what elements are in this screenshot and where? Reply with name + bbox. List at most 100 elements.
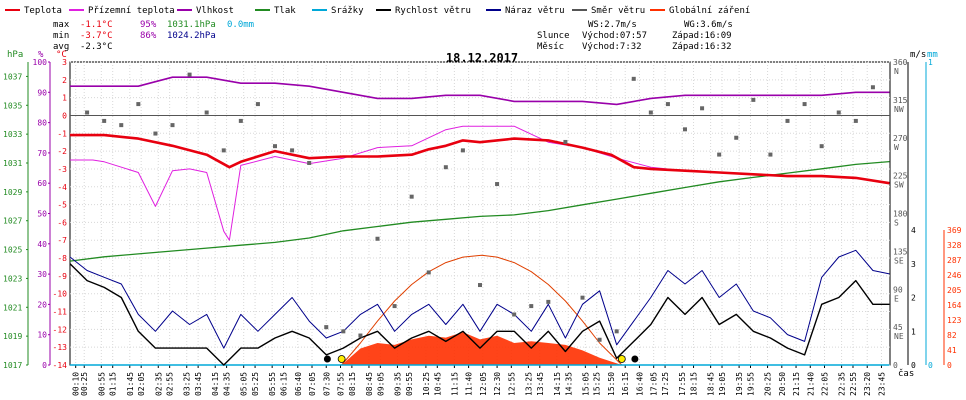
x-tick-label: 16:40	[635, 372, 644, 396]
radiation-tick-label: 246	[947, 271, 962, 280]
wind-direction-point	[324, 325, 329, 330]
humidity-tick-label: 100	[33, 58, 48, 67]
temperature-tick-label: 2	[62, 76, 67, 85]
wind-direction-point	[375, 236, 380, 241]
wind-tick-label: 1	[911, 327, 916, 336]
wind-direction-point	[409, 194, 414, 199]
wind-direction-point	[307, 161, 312, 165]
x-tick-label: 13:45	[536, 372, 545, 396]
direction-name-label: S	[894, 219, 899, 228]
radiation-tick-label: 369	[947, 226, 962, 235]
stats-block: max -1.1°C 95% 1031.1hPa 0.0mm min -3.7°…	[53, 20, 733, 52]
temperature-tick-label: -5	[57, 201, 67, 210]
wind-direction-point	[204, 110, 209, 115]
x-tick-label: 16:15	[621, 372, 630, 396]
wind-direction-point	[443, 165, 448, 170]
wind-direction-point	[546, 299, 551, 304]
direction-name-label: NW	[894, 105, 904, 114]
x-tick-label: 05:55	[268, 372, 277, 396]
radiation-tick-label: 205	[947, 286, 962, 295]
wind-direction-point	[853, 118, 858, 123]
stat-max-label: max	[53, 20, 70, 30]
x-tick-label: 11:40	[465, 372, 474, 396]
radiation-tick-label: 82	[947, 331, 957, 340]
rain-tick-label: 1	[928, 58, 933, 67]
x-tick-label: 15:50	[607, 372, 616, 396]
direction-name-label: E	[894, 294, 899, 303]
x-tick-label: 21:15	[792, 372, 801, 396]
temperature-tick-label: 1	[62, 94, 67, 103]
x-tick-label: 09:05	[376, 372, 385, 396]
temperature-tick-label: -13	[53, 343, 68, 352]
stat-avg-label: avg	[53, 42, 69, 52]
wind-tick-label: 2	[911, 294, 916, 303]
legend-item-label: Tlak	[274, 6, 296, 16]
pressure-tick-label: 1031	[3, 159, 22, 168]
direction-tick-label: 225	[893, 172, 908, 181]
x-tick-label: 12:05	[479, 372, 488, 396]
moon-set: Západ:16:32	[672, 42, 732, 52]
x-tick-label: 23:20	[863, 372, 872, 396]
wind-direction-point	[341, 329, 346, 334]
x-tick-label: 10:25	[422, 372, 431, 396]
direction-tick-label: 0	[893, 361, 898, 370]
direction-tick-label: 315	[893, 96, 908, 105]
x-tick-label: 17:05	[650, 372, 659, 396]
wind-direction-point	[221, 148, 226, 153]
x-tick-label: 15:05	[581, 372, 590, 396]
x-tick-label: 08:15	[348, 372, 357, 396]
wind-direction-point	[187, 72, 192, 77]
direction-name-label: NE	[894, 332, 904, 341]
wind-direction-point	[768, 152, 773, 157]
x-tick-label: 06:40	[294, 372, 303, 396]
direction-name-label: SE	[894, 256, 904, 265]
temperature-tick-label: -6	[57, 218, 67, 227]
series-global-radiation-area	[341, 332, 622, 365]
pressure-tick-label: 1021	[3, 303, 22, 312]
x-tick-label: 17:25	[661, 372, 670, 396]
humidity-tick-label: 90	[37, 88, 47, 97]
humidity-tick-label: 0	[42, 361, 47, 370]
moon-rise: Východ:7:32	[582, 42, 642, 52]
x-tick-label: 15:25	[593, 372, 602, 396]
x-tick-label: 09:55	[405, 372, 414, 396]
x-tick-label: 05:05	[240, 372, 249, 396]
x-tick-label: 19:05	[718, 372, 727, 396]
wind-direction-point	[358, 333, 363, 338]
humidity-tick-label: 30	[37, 270, 47, 279]
temperature-tick-label: -2	[57, 147, 67, 156]
wind-direction-point	[614, 329, 619, 334]
temperature-tick-label: -12	[53, 325, 68, 334]
x-tick-label: 09:35	[393, 372, 402, 396]
legend-item-label: Teplota	[24, 6, 62, 16]
temperature-tick-label: 0	[62, 111, 67, 120]
wind-direction-point	[836, 110, 841, 115]
time-axis-label: čas	[898, 368, 914, 379]
wind-direction-point	[580, 295, 585, 300]
wind-direction-point	[683, 127, 687, 132]
temperature-tick-label: -14	[53, 361, 68, 370]
direction-tick-label: 270	[893, 134, 908, 143]
x-tick-label: 17:55	[678, 372, 687, 396]
sun-set: Západ:16:09	[672, 31, 732, 41]
wind-direction-point	[478, 283, 482, 288]
legend-item-label: Přízemní teplota	[88, 6, 175, 16]
stat-min-temp: -3.7°C	[80, 31, 113, 41]
stat-max-humidity: 95%	[140, 20, 157, 30]
legend-item-label: Směr větru	[591, 6, 645, 16]
direction-tick-label: 45	[893, 323, 903, 332]
wind-tick-label: 4	[911, 226, 916, 235]
series-wind-speed-line	[69, 263, 890, 366]
moon-label: Měsíc	[537, 42, 564, 52]
humidity-tick-label: 40	[37, 240, 47, 249]
series-pressure-line	[69, 160, 890, 262]
wind-direction-point	[290, 148, 295, 153]
wind-direction-point	[85, 110, 90, 115]
pressure-tick-label: 1019	[3, 332, 22, 341]
x-tick-label: 04:15	[211, 372, 220, 396]
wind-direction-point	[631, 76, 636, 81]
direction-tick-label: 180	[893, 210, 908, 219]
pressure-tick-label: 1027	[3, 217, 22, 226]
x-tick-label: 14:15	[553, 372, 562, 396]
